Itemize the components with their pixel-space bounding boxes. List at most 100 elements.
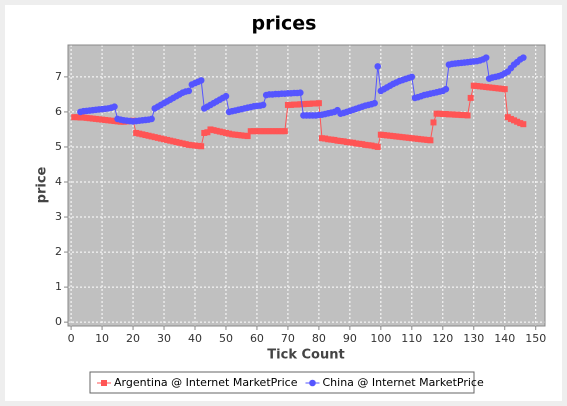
point — [250, 128, 257, 135]
point — [197, 77, 205, 84]
point — [514, 118, 521, 125]
point — [272, 128, 279, 135]
point — [495, 85, 502, 92]
x-tick-label: 120 — [432, 332, 453, 345]
point — [222, 129, 229, 136]
point — [247, 128, 254, 135]
point — [157, 135, 164, 142]
point — [86, 115, 93, 122]
point — [421, 136, 428, 143]
point — [148, 133, 155, 140]
x-tick-label: 140 — [494, 332, 515, 345]
point — [452, 111, 459, 118]
point — [343, 139, 350, 146]
legend-marker — [101, 380, 107, 386]
y-tick-label: 5 — [55, 140, 62, 153]
point — [259, 101, 267, 109]
point — [136, 130, 143, 137]
x-tick-label: 90 — [343, 332, 357, 345]
x-tick-label: 110 — [401, 332, 422, 345]
point — [408, 73, 416, 81]
point — [253, 128, 260, 135]
point — [182, 141, 189, 148]
point — [380, 132, 387, 139]
x-tick-label: 30 — [157, 332, 171, 345]
point — [464, 112, 471, 119]
point — [213, 127, 220, 134]
y-tick-label: 6 — [55, 105, 62, 118]
point — [244, 133, 251, 140]
y-tick-label: 1 — [55, 280, 62, 293]
x-tick-label: 50 — [219, 332, 233, 345]
point — [501, 86, 508, 93]
point — [368, 142, 375, 149]
point — [359, 141, 366, 148]
point — [111, 118, 118, 125]
point — [294, 101, 301, 108]
point — [216, 128, 223, 135]
point — [318, 135, 325, 142]
x-tick-label: 20 — [126, 332, 140, 345]
point — [424, 136, 431, 143]
point — [442, 85, 450, 93]
legend-label: Argentina @ Internet MarketPrice — [114, 376, 298, 389]
point — [480, 83, 487, 90]
point — [340, 138, 347, 145]
point — [207, 126, 214, 133]
x-tick-label: 10 — [95, 332, 109, 345]
point — [260, 128, 267, 135]
point — [306, 100, 313, 107]
point — [377, 131, 384, 138]
point — [486, 84, 493, 91]
point — [498, 85, 505, 92]
point — [470, 82, 477, 89]
point — [476, 83, 483, 90]
point — [374, 143, 381, 150]
point — [328, 136, 335, 143]
point — [195, 142, 202, 149]
point — [461, 112, 468, 119]
point — [133, 129, 140, 136]
point — [167, 137, 174, 144]
point — [390, 133, 397, 140]
point — [77, 114, 84, 121]
point — [405, 134, 412, 141]
point — [185, 87, 193, 95]
point — [349, 139, 356, 146]
point — [198, 143, 205, 150]
point — [303, 100, 310, 107]
point — [291, 101, 298, 108]
point — [71, 114, 78, 121]
point — [111, 103, 118, 110]
point — [337, 138, 344, 145]
chart-title: prices — [252, 13, 317, 35]
point — [482, 54, 490, 61]
point — [148, 115, 155, 123]
point — [467, 94, 474, 101]
point — [102, 116, 109, 123]
point — [154, 134, 161, 141]
point — [281, 128, 288, 135]
point — [449, 111, 456, 118]
point — [387, 132, 394, 139]
point — [353, 140, 360, 147]
point — [374, 63, 382, 70]
point — [145, 132, 152, 139]
y-tick-label: 0 — [55, 315, 62, 328]
point — [458, 112, 465, 119]
legend — [89, 371, 475, 394]
point — [418, 136, 425, 143]
x-tick-label: 130 — [463, 332, 484, 345]
point — [151, 134, 158, 141]
point — [331, 136, 338, 143]
x-axis-label: Tick Count — [267, 348, 344, 363]
point — [105, 117, 112, 124]
point — [322, 135, 329, 142]
point — [164, 136, 171, 143]
point — [204, 129, 211, 136]
point — [489, 84, 496, 91]
point — [430, 119, 437, 126]
plot-border — [67, 44, 546, 327]
point — [393, 133, 400, 140]
